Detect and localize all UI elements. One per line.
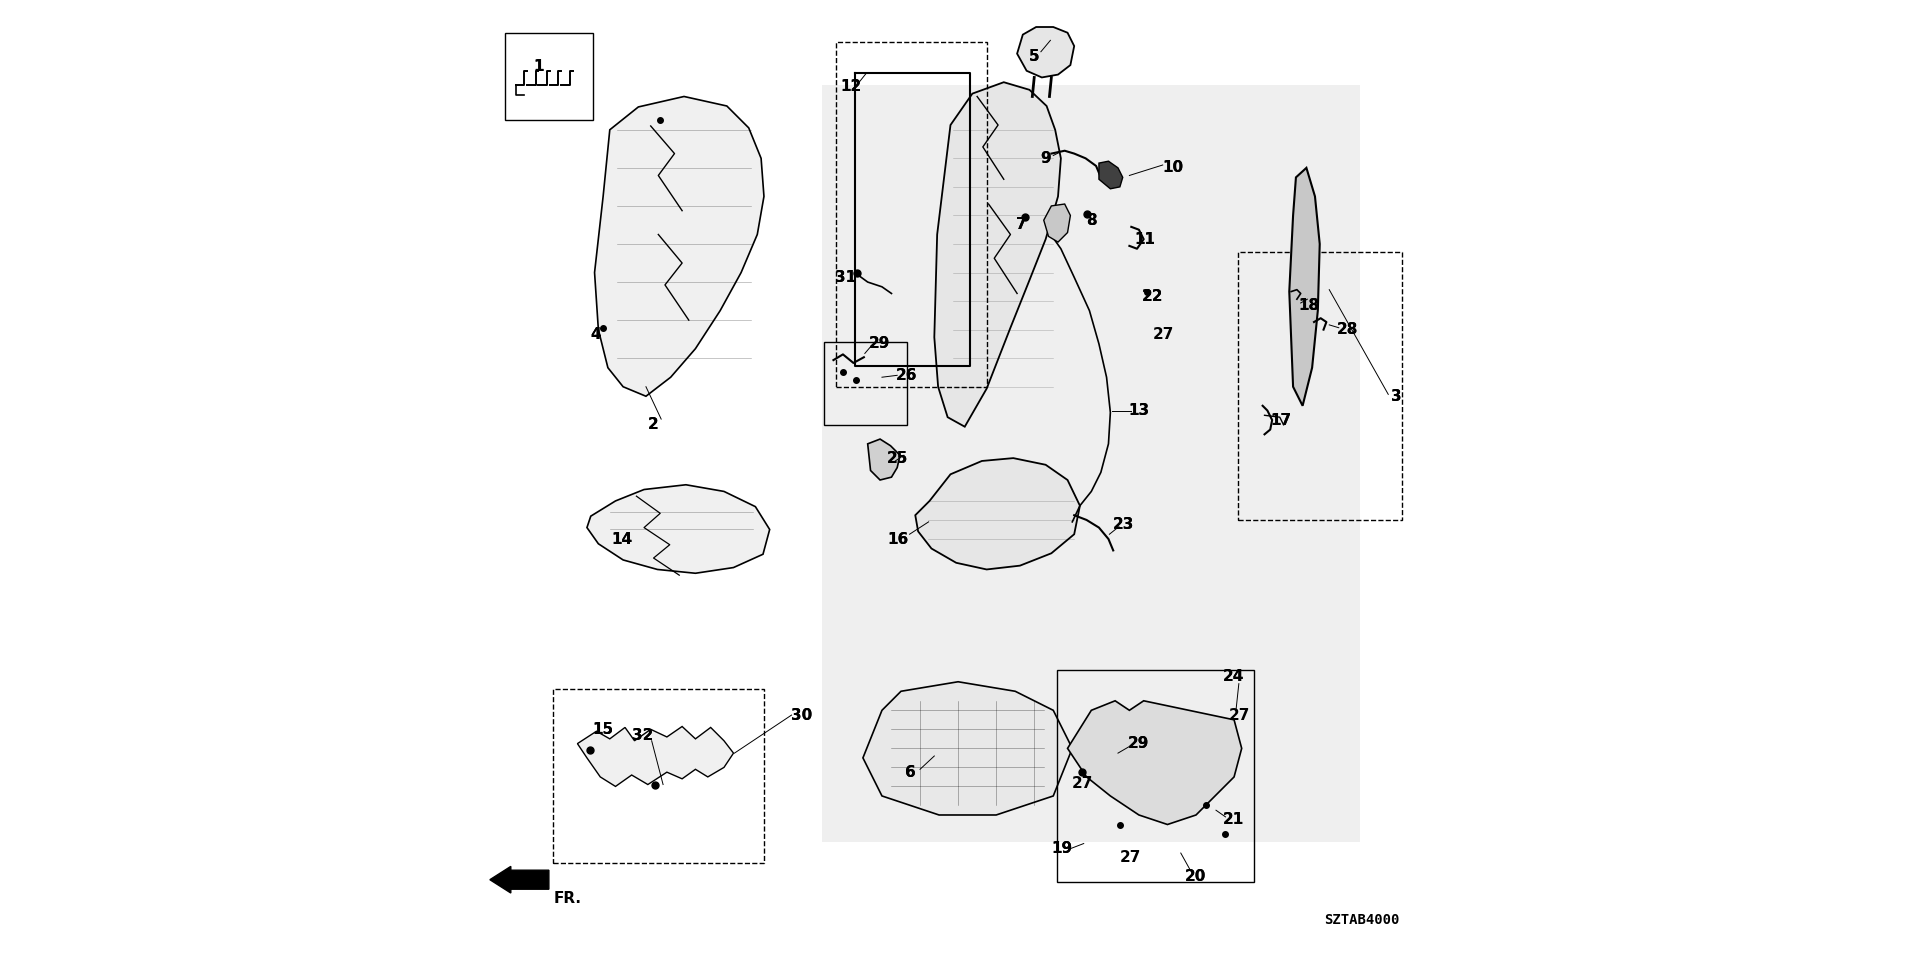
Text: 29: 29: [1127, 736, 1148, 751]
Bar: [824, 342, 906, 425]
Bar: [837, 42, 987, 387]
Text: 26: 26: [897, 368, 918, 383]
Text: 6: 6: [904, 765, 916, 780]
Text: 14: 14: [612, 532, 634, 546]
Text: 32: 32: [632, 729, 655, 743]
Text: 10: 10: [1164, 160, 1185, 176]
Text: 8: 8: [1087, 213, 1096, 228]
Text: 22: 22: [1142, 289, 1164, 303]
Polygon shape: [1018, 27, 1073, 78]
Text: 2: 2: [649, 418, 659, 432]
Polygon shape: [595, 96, 764, 396]
Text: 1: 1: [534, 59, 543, 74]
Text: 17: 17: [1271, 413, 1292, 427]
Text: 30: 30: [791, 708, 812, 723]
Text: 28: 28: [1336, 323, 1357, 337]
Text: 25: 25: [887, 450, 908, 466]
Text: 23: 23: [1114, 517, 1135, 532]
Polygon shape: [916, 458, 1079, 569]
Bar: [822, 85, 1359, 842]
Text: 19: 19: [1052, 841, 1073, 855]
Text: 9: 9: [1041, 151, 1050, 166]
Text: 5: 5: [1029, 49, 1039, 64]
Polygon shape: [862, 682, 1071, 815]
Text: 20: 20: [1185, 870, 1206, 884]
Text: 18: 18: [1298, 299, 1319, 313]
Text: 29: 29: [868, 336, 889, 351]
Text: 16: 16: [887, 532, 908, 546]
Text: SZTAB4000: SZTAB4000: [1325, 913, 1400, 926]
Polygon shape: [1098, 161, 1123, 189]
Text: 31: 31: [835, 270, 856, 285]
Text: 18: 18: [1298, 299, 1319, 313]
Text: 27: 27: [1071, 776, 1094, 791]
Bar: [1238, 252, 1402, 520]
Polygon shape: [578, 727, 733, 786]
Polygon shape: [588, 485, 770, 573]
Polygon shape: [868, 439, 900, 480]
Text: 27: 27: [1119, 851, 1140, 865]
Text: 24: 24: [1223, 669, 1244, 684]
Text: 11: 11: [1135, 231, 1156, 247]
Text: FR.: FR.: [553, 891, 582, 906]
Text: 7: 7: [1016, 218, 1025, 232]
Text: 17: 17: [1271, 413, 1292, 427]
Text: 20: 20: [1185, 870, 1206, 884]
Text: 10: 10: [1164, 160, 1185, 176]
Text: 1: 1: [534, 59, 543, 74]
Polygon shape: [1068, 701, 1242, 825]
Text: 7: 7: [1016, 218, 1025, 232]
Text: 23: 23: [1114, 517, 1135, 532]
Text: 29: 29: [868, 336, 889, 351]
Text: 3: 3: [1390, 389, 1402, 404]
Text: 6: 6: [904, 765, 916, 780]
FancyArrow shape: [490, 866, 549, 893]
Text: 8: 8: [1087, 213, 1096, 228]
Text: 22: 22: [1142, 289, 1164, 303]
Text: 12: 12: [839, 80, 862, 94]
Bar: [505, 33, 593, 120]
Text: 2: 2: [649, 418, 659, 432]
Text: 27: 27: [1229, 708, 1250, 723]
Text: 4: 4: [589, 327, 601, 342]
Bar: [553, 689, 764, 863]
Text: 29: 29: [1127, 736, 1148, 751]
Text: 21: 21: [1223, 812, 1244, 828]
Polygon shape: [935, 83, 1062, 426]
Text: 13: 13: [1129, 403, 1150, 418]
Text: 12: 12: [839, 80, 862, 94]
Text: 3: 3: [1390, 389, 1402, 404]
Text: 21: 21: [1223, 812, 1244, 828]
Text: 26: 26: [897, 368, 918, 383]
Text: 31: 31: [835, 270, 856, 285]
Text: 9: 9: [1041, 151, 1050, 166]
Text: 25: 25: [887, 450, 908, 466]
Text: 27: 27: [1154, 327, 1175, 342]
Polygon shape: [1288, 168, 1319, 406]
Text: 13: 13: [1129, 403, 1150, 418]
Text: 19: 19: [1052, 841, 1073, 855]
Text: 15: 15: [593, 722, 614, 737]
Text: 24: 24: [1223, 669, 1244, 684]
Text: 32: 32: [632, 729, 655, 743]
Text: 5: 5: [1029, 49, 1039, 64]
Text: 11: 11: [1135, 231, 1156, 247]
Text: 28: 28: [1336, 323, 1357, 337]
Bar: [1058, 670, 1254, 881]
Text: 16: 16: [887, 532, 908, 546]
Text: 30: 30: [791, 708, 812, 723]
Text: 15: 15: [593, 722, 614, 737]
Text: 14: 14: [612, 532, 634, 546]
Text: 4: 4: [589, 327, 601, 342]
Polygon shape: [1044, 204, 1069, 242]
